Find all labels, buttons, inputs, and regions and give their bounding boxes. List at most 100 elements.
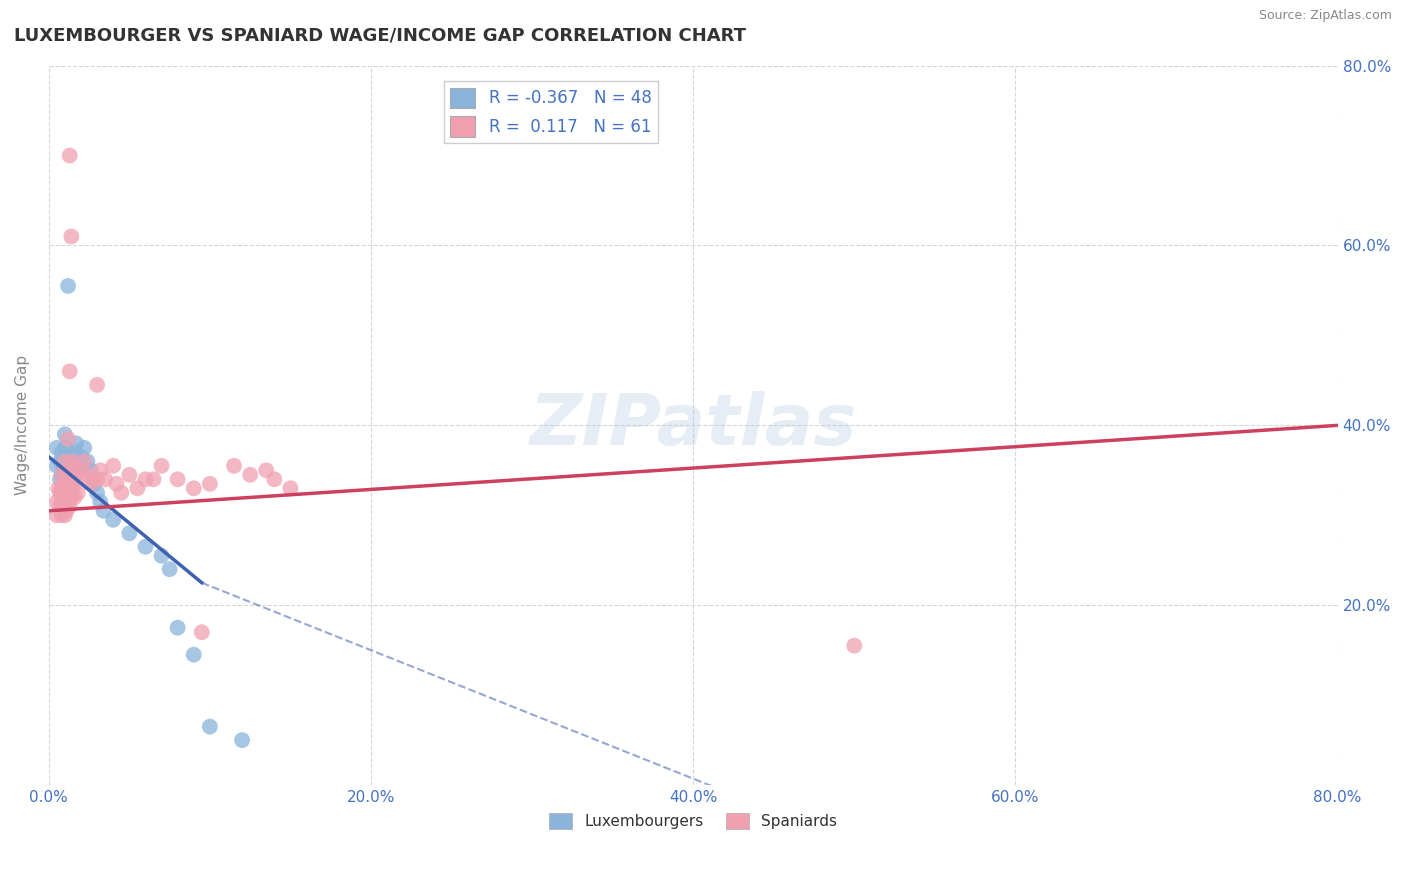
Point bbox=[60, 491, 83, 505]
Point bbox=[51, 467, 73, 482]
Point bbox=[59, 476, 82, 491]
Point bbox=[52, 476, 75, 491]
Point bbox=[86, 377, 108, 392]
Point bbox=[73, 454, 96, 468]
Point bbox=[142, 472, 165, 486]
Point bbox=[55, 467, 77, 482]
Point bbox=[53, 508, 76, 523]
Point bbox=[62, 481, 84, 495]
Point bbox=[55, 504, 77, 518]
Point bbox=[110, 485, 132, 500]
Point bbox=[198, 476, 221, 491]
Text: ZIPatlas: ZIPatlas bbox=[530, 391, 856, 460]
Point bbox=[55, 467, 77, 482]
Point bbox=[55, 450, 77, 464]
Point bbox=[103, 513, 125, 527]
Point bbox=[198, 720, 221, 734]
Point bbox=[89, 495, 111, 509]
Point bbox=[48, 481, 70, 495]
Point bbox=[62, 454, 84, 468]
Point bbox=[105, 476, 128, 491]
Point bbox=[45, 441, 67, 455]
Point bbox=[66, 485, 89, 500]
Point bbox=[51, 445, 73, 459]
Point bbox=[49, 454, 72, 468]
Point bbox=[45, 458, 67, 473]
Point bbox=[45, 508, 67, 523]
Legend: Luxembourgers, Spaniards: Luxembourgers, Spaniards bbox=[543, 806, 844, 835]
Point bbox=[231, 733, 253, 747]
Point bbox=[280, 481, 302, 495]
Point bbox=[53, 491, 76, 505]
Point bbox=[51, 467, 73, 482]
Point bbox=[63, 463, 86, 477]
Point bbox=[73, 441, 96, 455]
Point bbox=[55, 491, 77, 505]
Point bbox=[79, 463, 101, 477]
Point bbox=[56, 279, 79, 293]
Point bbox=[53, 454, 76, 468]
Point bbox=[127, 481, 149, 495]
Point bbox=[56, 495, 79, 509]
Point bbox=[65, 472, 87, 486]
Point bbox=[66, 458, 89, 473]
Point bbox=[56, 472, 79, 486]
Point bbox=[183, 648, 205, 662]
Point bbox=[60, 476, 83, 491]
Point bbox=[62, 472, 84, 486]
Point bbox=[263, 472, 285, 486]
Point bbox=[59, 148, 82, 162]
Point bbox=[53, 491, 76, 505]
Point bbox=[51, 485, 73, 500]
Point bbox=[86, 485, 108, 500]
Point bbox=[45, 495, 67, 509]
Point bbox=[60, 229, 83, 244]
Point bbox=[55, 481, 77, 495]
Point bbox=[60, 458, 83, 473]
Point bbox=[56, 458, 79, 473]
Point bbox=[53, 476, 76, 491]
Text: Source: ZipAtlas.com: Source: ZipAtlas.com bbox=[1258, 9, 1392, 22]
Point bbox=[166, 621, 188, 635]
Point bbox=[59, 481, 82, 495]
Point bbox=[59, 500, 82, 514]
Point bbox=[52, 485, 75, 500]
Point bbox=[59, 454, 82, 468]
Point bbox=[191, 625, 214, 640]
Point bbox=[83, 476, 105, 491]
Point bbox=[53, 454, 76, 468]
Point bbox=[59, 467, 82, 482]
Point bbox=[183, 481, 205, 495]
Point bbox=[51, 508, 73, 523]
Point bbox=[76, 454, 98, 468]
Point bbox=[150, 458, 173, 473]
Point bbox=[118, 467, 141, 482]
Point bbox=[70, 463, 93, 477]
Point bbox=[70, 450, 93, 464]
Point bbox=[60, 463, 83, 477]
Y-axis label: Wage/Income Gap: Wage/Income Gap bbox=[15, 355, 30, 495]
Point bbox=[134, 472, 156, 486]
Point bbox=[62, 450, 84, 464]
Point bbox=[52, 463, 75, 477]
Point bbox=[65, 436, 87, 450]
Point bbox=[118, 526, 141, 541]
Point bbox=[159, 562, 181, 576]
Point bbox=[53, 441, 76, 455]
Point bbox=[844, 639, 866, 653]
Point bbox=[239, 467, 262, 482]
Point bbox=[83, 472, 105, 486]
Text: LUXEMBOURGER VS SPANIARD WAGE/INCOME GAP CORRELATION CHART: LUXEMBOURGER VS SPANIARD WAGE/INCOME GAP… bbox=[14, 27, 747, 45]
Point bbox=[222, 458, 245, 473]
Point bbox=[53, 427, 76, 442]
Point bbox=[89, 463, 111, 477]
Point bbox=[63, 491, 86, 505]
Point bbox=[49, 472, 72, 486]
Point bbox=[49, 500, 72, 514]
Point bbox=[52, 500, 75, 514]
Point bbox=[49, 485, 72, 500]
Point bbox=[134, 540, 156, 554]
Point bbox=[150, 549, 173, 563]
Point bbox=[166, 472, 188, 486]
Point bbox=[56, 432, 79, 446]
